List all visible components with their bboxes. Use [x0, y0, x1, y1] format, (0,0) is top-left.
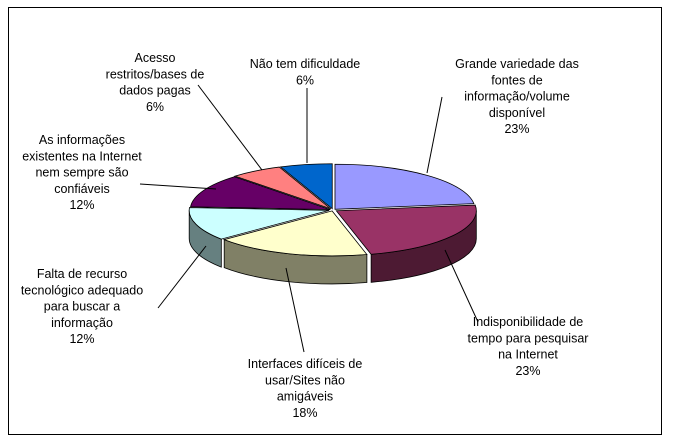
pie-slice [190, 176, 331, 210]
slice-label-line: Não tem dificuldade [250, 57, 361, 71]
slice-label-line: fontes de [491, 73, 542, 87]
slice-percent: 23% [504, 122, 529, 136]
slice-label-line: nem sempre são [35, 166, 128, 180]
slice-label-line: usar/Sites não [265, 373, 345, 387]
slice-label: Grande variedade das fontes de informação/… [455, 57, 579, 136]
leader-line [197, 84, 263, 171]
leader-line [157, 245, 207, 309]
slice-label-line: Indisponibilidade de [473, 315, 584, 329]
slice-label-line: tecnológico adequado [21, 283, 143, 297]
slice-label: Indisponibilidade de tempo para pesquisar… [468, 315, 589, 378]
slice-label-line: existentes na Internet [22, 149, 142, 163]
slice-label-line: Interfaces difíceis de [248, 357, 363, 371]
slice-percent: 12% [69, 198, 94, 212]
slice-label: Interfaces difíceis de usar/Sites não amig… [248, 357, 363, 420]
slice-percent: 23% [515, 364, 540, 378]
pie-slice [188, 207, 330, 240]
leader-line [444, 249, 479, 323]
slice-label-line: As informações [39, 133, 125, 147]
pie-slice [335, 204, 477, 255]
slice-label-line: Falta de recurso [37, 267, 127, 281]
pie-slice [279, 163, 333, 210]
slice-label-line: amigáveis [277, 390, 333, 404]
leader-line [285, 267, 305, 353]
slice-label-line: confiáveis [54, 182, 110, 196]
pie-slice [233, 166, 332, 210]
slice-label-line: Acesso [135, 51, 176, 65]
slice-label: As informações existentes na Internet nem … [22, 133, 142, 212]
slice-percent: 6% [146, 100, 164, 114]
slice-label-line: dados pagas [119, 84, 191, 98]
slice-label-line: informação [51, 316, 113, 330]
leader-line [426, 96, 443, 174]
slice-percent: 18% [292, 406, 317, 420]
slice-percent: 12% [69, 332, 94, 346]
slice-label-line: para buscar a [44, 300, 120, 314]
leader-line [139, 183, 217, 190]
slice-label: Acesso restritos/bases de dados pagas 6% [106, 51, 205, 114]
slice-label: Falta de recurso tecnológico adequado para… [21, 267, 143, 346]
pie-slice [334, 163, 475, 210]
slice-label-line: informação/volume [464, 90, 570, 104]
slice-label-line: Grande variedade das [455, 57, 579, 71]
slice-percent: 6% [296, 73, 314, 87]
slice-label: Não tem dificuldade 6% [250, 57, 361, 87]
slice-label-line: na Internet [498, 348, 558, 362]
pie-slice [222, 210, 368, 257]
slice-label-line: restritos/bases de [106, 67, 205, 81]
slice-label-line: disponível [489, 106, 545, 120]
slice-label-line: tempo para pesquisar [468, 331, 589, 345]
